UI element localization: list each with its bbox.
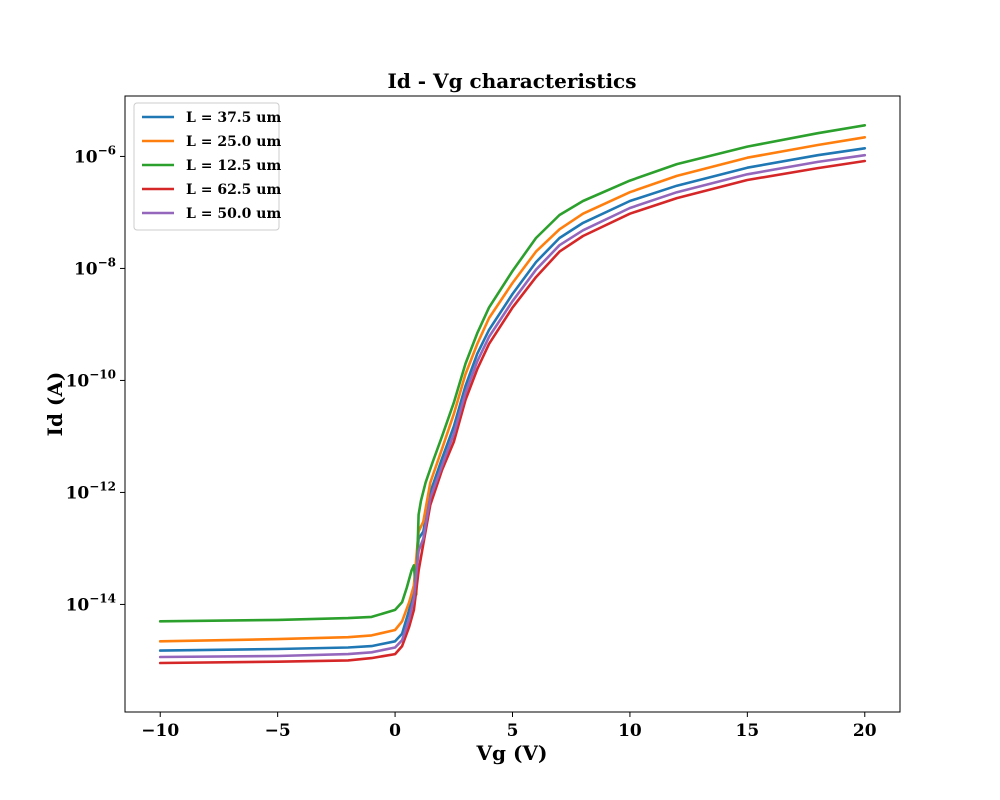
ticks-layer: −10 −5 0 5 10 15 20 10−14 10−12 10−10 10−8 10−6 (66, 143, 877, 741)
legend-label: L = 25.0 um (186, 134, 281, 150)
legend-box (133, 102, 280, 231)
y-tick-label: 10−6 (74, 143, 116, 167)
series-layer (158, 124, 867, 665)
y-axis-label: Id (A) (43, 372, 67, 437)
series-line-3 (158, 124, 867, 623)
x-tick-label: 15 (736, 721, 760, 741)
plot-area-frame (124, 95, 901, 713)
legend-label: L = 37.5 um (186, 110, 281, 126)
y-tick-label: 10−12 (66, 479, 116, 503)
y-tick-label: 10−10 (66, 367, 116, 391)
y-tick-label: 10−14 (66, 591, 116, 615)
series-line-4 (158, 159, 867, 665)
series-line-2 (158, 136, 867, 643)
x-tick-label: 20 (853, 721, 877, 741)
chart-title: Id - Vg characteristics (387, 69, 636, 93)
x-tick-label: 10 (618, 721, 642, 741)
series-line-5 (158, 153, 867, 659)
x-tick-label: 0 (389, 721, 401, 741)
legend: L = 37.5 um L = 25.0 um L = 12.5 um L = 62.… (133, 102, 281, 231)
x-axis-label: Vg (V) (476, 741, 548, 765)
y-tick-label: 10−8 (74, 255, 116, 279)
x-tick-label: −5 (265, 721, 291, 741)
x-tick-label: 5 (507, 721, 519, 741)
x-tick-label: −10 (141, 721, 179, 741)
legend-label: L = 50.0 um (186, 206, 281, 222)
legend-label: L = 62.5 um (186, 182, 281, 198)
legend-label: L = 12.5 um (186, 158, 281, 174)
series-line-1 (158, 147, 867, 652)
